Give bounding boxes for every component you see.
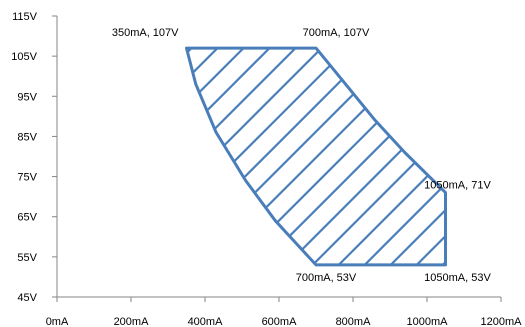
y-tick-label: 95V [17,91,37,103]
hatch-line [186,48,250,265]
y-tick-label: 55V [17,252,37,264]
hatch-line [280,48,446,265]
hatch-line [186,48,276,265]
operating-region [0,43,525,270]
hatch-line [464,43,525,270]
hatch-line [186,48,354,265]
x-tick-label: 0mA [46,316,69,327]
y-tick-label: 85V [17,131,37,143]
hatch-line [436,48,446,265]
axes: 115V 105V 95V 85V 75V 65V 55V 45V 0mA 200mA 400mA 6… [11,11,522,327]
point-annotation: 1050mA, 53V [424,272,491,284]
hatch-line [0,43,170,270]
y-tick-label: 105V [11,51,37,63]
annotations: 350mA, 107V 700mA, 107V 1050mA, 71V 700mA, … [112,27,492,284]
y-tick-label: 45V [17,292,37,304]
hatch-line [358,48,446,265]
hatch-line [186,48,224,265]
point-annotation: 350mA, 107V [112,27,179,39]
hatch-line [186,48,198,265]
region-outline [185,46,447,267]
x-tick-label: 600mA [262,316,298,327]
x-tick-label: 1200mA [481,316,523,327]
x-tick-label: 400mA [188,316,224,327]
x-tick-label: 200mA [114,316,150,327]
point-annotation: 700mA, 53V [296,272,357,284]
hatch-line [410,48,446,265]
x-tick-label: 1000mA [407,316,449,327]
hatch-line [332,48,446,265]
point-annotation: 700mA, 107V [303,27,370,39]
y-tick-label: 65V [17,212,37,224]
hatch-line [384,48,446,265]
y-tick-label: 75V [17,172,37,184]
y-tick-label: 115V [12,11,38,23]
x-tick-label: 800mA [336,316,372,327]
point-annotation: 1050mA, 71V [424,180,491,192]
